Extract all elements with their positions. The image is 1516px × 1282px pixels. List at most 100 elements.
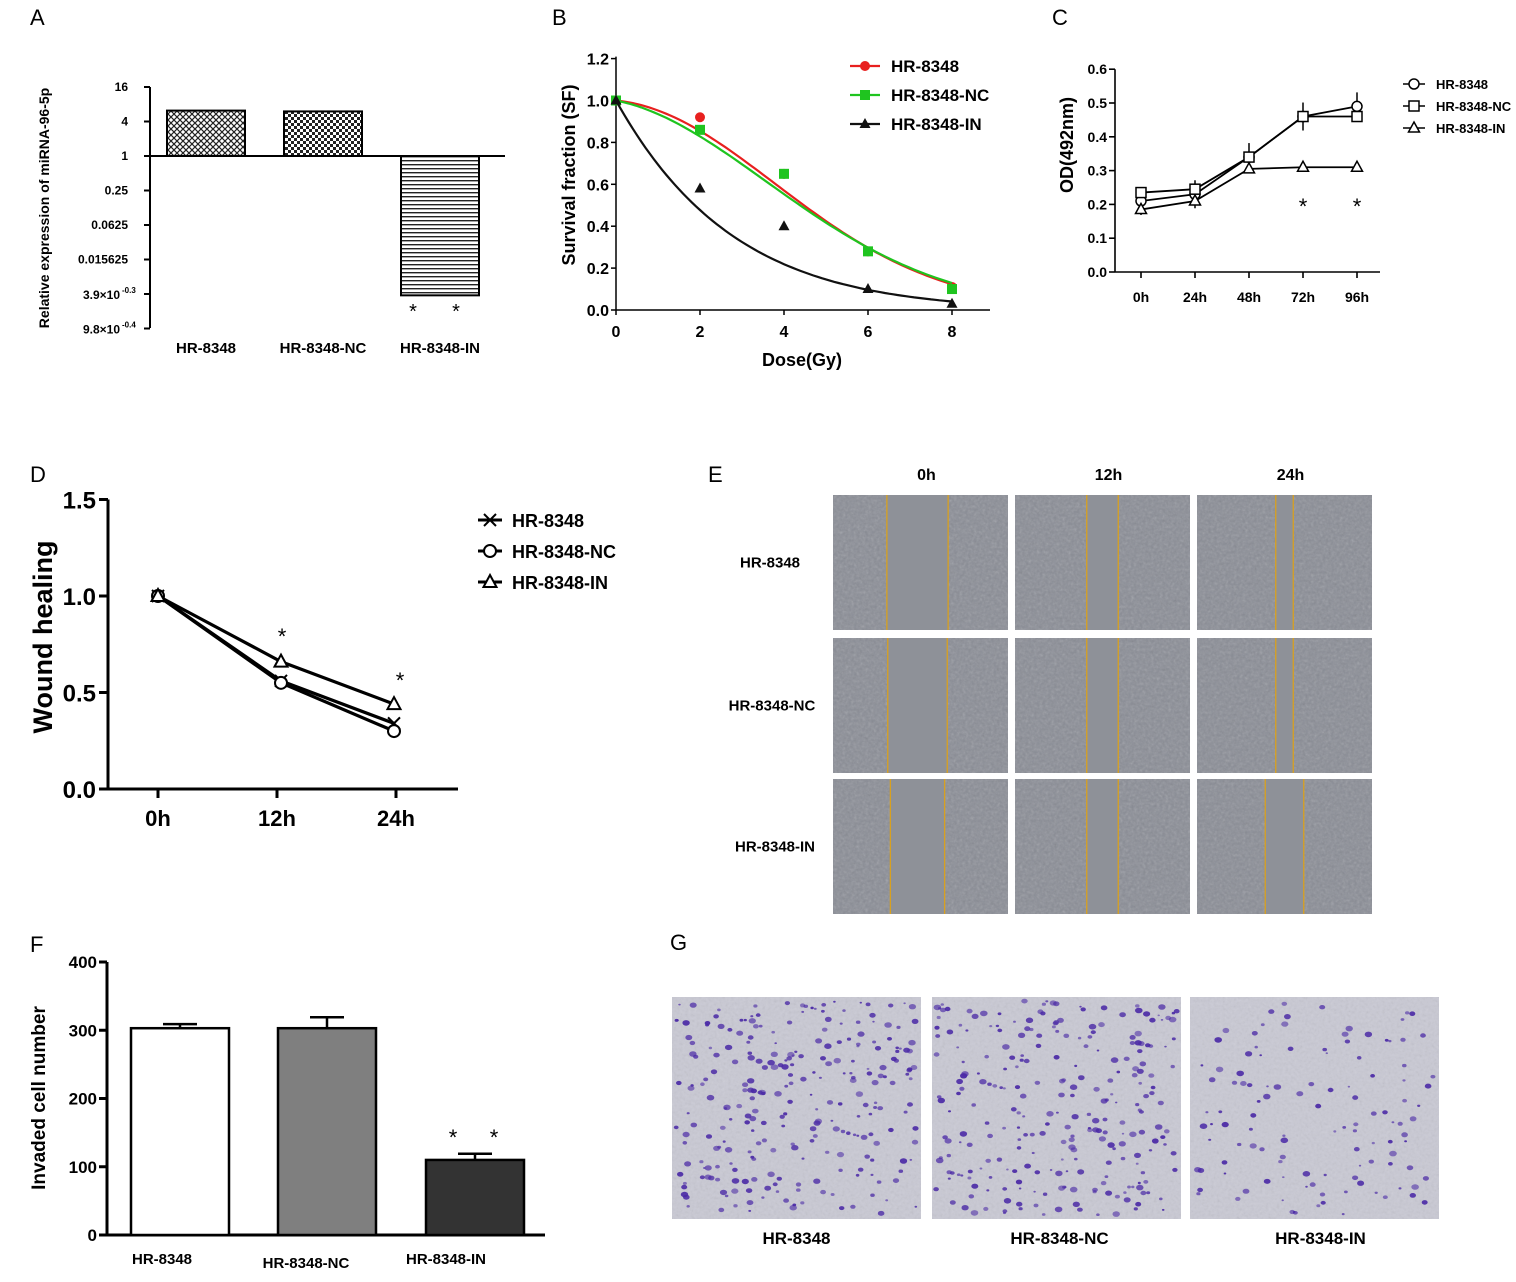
g-stained-cell: [1289, 1209, 1295, 1215]
g-stained-cell: [1242, 1188, 1250, 1194]
g-stained-cell: [1148, 1073, 1155, 1078]
g-stained-cell: [1159, 1197, 1163, 1201]
g-stained-cell: [1199, 1123, 1208, 1129]
g-stained-cell: [1134, 1040, 1142, 1046]
g-stained-cell: [892, 1178, 900, 1183]
g-stained-cell: [1263, 1178, 1271, 1184]
g-stained-cell: [908, 1004, 917, 1010]
g-stained-cell: [1033, 1190, 1036, 1193]
g-stained-cell: [933, 1052, 940, 1057]
g-stained-cell: [795, 1182, 802, 1187]
g-stained-cell: [1100, 1181, 1107, 1186]
g-stained-cell: [700, 1082, 705, 1086]
g-stained-cell: [1409, 1011, 1416, 1016]
g-stained-cell: [1065, 1170, 1069, 1173]
d-y-axis-label: Wound healing: [28, 541, 58, 734]
c-x-tick-label: 24h: [1183, 289, 1207, 305]
g-stained-cell: [1296, 1091, 1304, 1097]
g-stained-cell: [971, 1103, 976, 1107]
g-stained-cell: [1333, 1130, 1337, 1133]
g-stained-cell: [713, 1014, 719, 1019]
g-stained-cell: [1247, 1083, 1253, 1088]
g-stained-cell: [1018, 1187, 1022, 1190]
g-stained-cell: [965, 1029, 969, 1032]
g-stained-cell: [1422, 1176, 1429, 1181]
a-y-axis-label: Relative expression of miRNA-96-5p: [36, 88, 52, 328]
g-stained-cell: [800, 1201, 805, 1205]
g-stained-cell: [815, 1108, 819, 1111]
g-stained-cell: [783, 1112, 788, 1116]
g-stained-cell: [1003, 1198, 1012, 1204]
panel-letter-c: C: [1052, 5, 1068, 30]
g-stained-cell: [779, 1114, 785, 1119]
b-point: [695, 124, 705, 135]
g-stained-cell: [825, 1061, 832, 1067]
g-stained-cell: [1034, 1080, 1041, 1085]
g-stained-cell: [1098, 1136, 1106, 1142]
g-stained-cell: [1345, 1025, 1353, 1032]
g-stained-cell: [1136, 1184, 1144, 1191]
g-stained-cell: [1116, 1070, 1121, 1074]
g-stained-cell: [888, 1127, 894, 1133]
g-stained-cell: [986, 1189, 990, 1192]
g-stained-cell: [1077, 1036, 1082, 1040]
g-stained-cell: [833, 1057, 841, 1064]
g-stained-cell: [1002, 1187, 1008, 1191]
g-stained-cell: [1370, 1074, 1375, 1078]
g-stained-cell: [786, 1020, 793, 1025]
g-stained-cell: [1140, 1171, 1146, 1175]
panel-g: HR-8348 HR-8348-NC HR-8348-IN: [672, 997, 1439, 1248]
g-stained-cell: [857, 1167, 864, 1172]
g-stained-cell: [741, 1178, 749, 1185]
g-stained-cell: [1129, 1131, 1137, 1138]
a-y-tick-sup: -0.4: [122, 321, 136, 330]
g-stained-cell: [1319, 1192, 1326, 1197]
g-stained-cell: [789, 1204, 797, 1211]
g-stained-cell: [1315, 1103, 1322, 1109]
g-stained-cell: [1411, 1184, 1419, 1190]
g-stained-cell: [1235, 1196, 1241, 1201]
g-stained-cell: [1090, 1030, 1096, 1035]
g-stained-cell: [1077, 1207, 1083, 1212]
g-stained-cell: [1281, 1199, 1284, 1202]
f-y-tick-label: 0: [88, 1226, 97, 1245]
c-point: [1189, 183, 1201, 195]
g-stained-cell: [959, 1131, 968, 1137]
g-stained-cell: [933, 1004, 942, 1011]
g-stained-cell: [1302, 1171, 1311, 1177]
g-stained-cell: [1281, 1021, 1289, 1027]
g-stained-cell: [781, 1064, 789, 1070]
g-stained-cell: [851, 1059, 855, 1063]
g-stained-cell: [1087, 1035, 1093, 1039]
g-stained-cell: [791, 1145, 799, 1151]
g-stained-cell: [744, 1120, 750, 1125]
a-y-tick-label: 0.0625: [91, 218, 128, 232]
g-stained-cell: [746, 1200, 754, 1206]
g-stained-cell: [710, 1069, 718, 1075]
g-stained-cell: [821, 1003, 827, 1007]
g-stained-cell: [912, 1126, 919, 1131]
g-stained-cell: [1002, 1211, 1007, 1215]
d-point: [274, 675, 288, 690]
g-stained-cell: [833, 1000, 836, 1003]
g-stained-cell: [812, 1071, 816, 1074]
g-stained-cell: [1041, 1002, 1046, 1006]
g-stained-cell: [987, 1133, 993, 1139]
g-stained-cell: [1096, 1049, 1100, 1052]
g-stained-cell: [747, 1087, 755, 1093]
d-legend-marker: [483, 544, 497, 558]
g-stained-cell: [1420, 1033, 1426, 1038]
g-stained-cell: [1263, 1093, 1271, 1100]
b-legend-marker: [859, 118, 871, 128]
g-stained-cell: [940, 1003, 944, 1006]
g-stained-cell: [840, 1129, 846, 1134]
g-stained-cell: [1035, 1043, 1042, 1048]
g-stained-cell: [815, 1038, 823, 1044]
g-stained-cell: [1031, 1151, 1035, 1155]
g-stained-cell: [849, 1072, 853, 1075]
g-stained-cell: [755, 1058, 763, 1064]
g-stained-cell: [967, 1169, 973, 1174]
g-stained-cell: [685, 1034, 693, 1041]
g-stained-cell: [984, 1121, 990, 1125]
e-scratch-gap: [1275, 638, 1294, 773]
